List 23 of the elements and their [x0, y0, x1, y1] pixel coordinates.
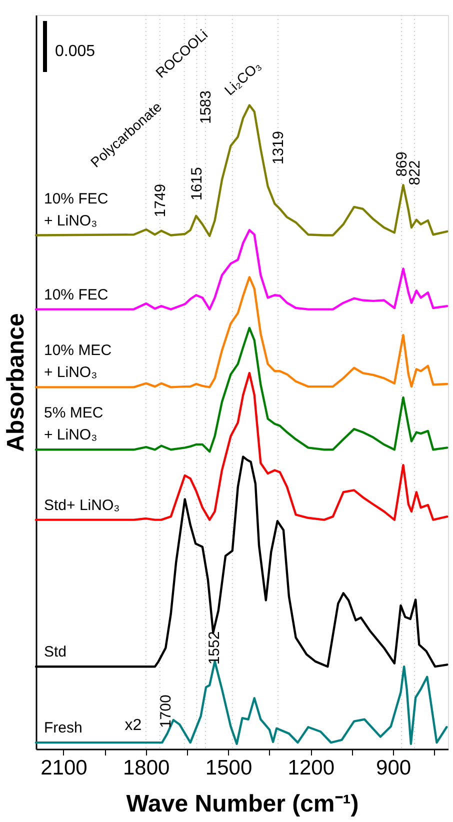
annotation: 1749 [152, 184, 169, 218]
series-label: Std+ LiNO₃ [44, 496, 120, 514]
series-label: Std [44, 644, 67, 661]
y-axis-title: Absorbance [2, 313, 30, 452]
x-tick-label: 2100 [40, 756, 88, 780]
text: 0.005 [55, 43, 96, 60]
series-label: 5% MEC + LiNO₃ [44, 404, 104, 444]
annotation: 1552 [206, 631, 223, 665]
series-label: 10% FEC + LiNO₃ [44, 190, 108, 230]
x-tick-label: 1800 [123, 756, 170, 780]
x-tick-label: 900 [376, 756, 412, 780]
series-label: 10% FEC [44, 286, 108, 304]
x-axis-title: Wave Number (cm⁻¹) [126, 790, 359, 818]
annotation: x2 [124, 716, 142, 734]
annotation: 1583 [197, 90, 214, 124]
series-label: Fresh [44, 720, 82, 737]
annotation: 1319 [270, 131, 287, 164]
x-tick-label: 1500 [205, 756, 252, 780]
annotation: 1615 [188, 167, 206, 200]
x-tick-label: 1200 [288, 756, 335, 780]
annotation: 1700 [157, 694, 174, 728]
annotation: 822 [406, 160, 424, 186]
series-label: 10% MEC + LiNO₃ [44, 342, 112, 382]
